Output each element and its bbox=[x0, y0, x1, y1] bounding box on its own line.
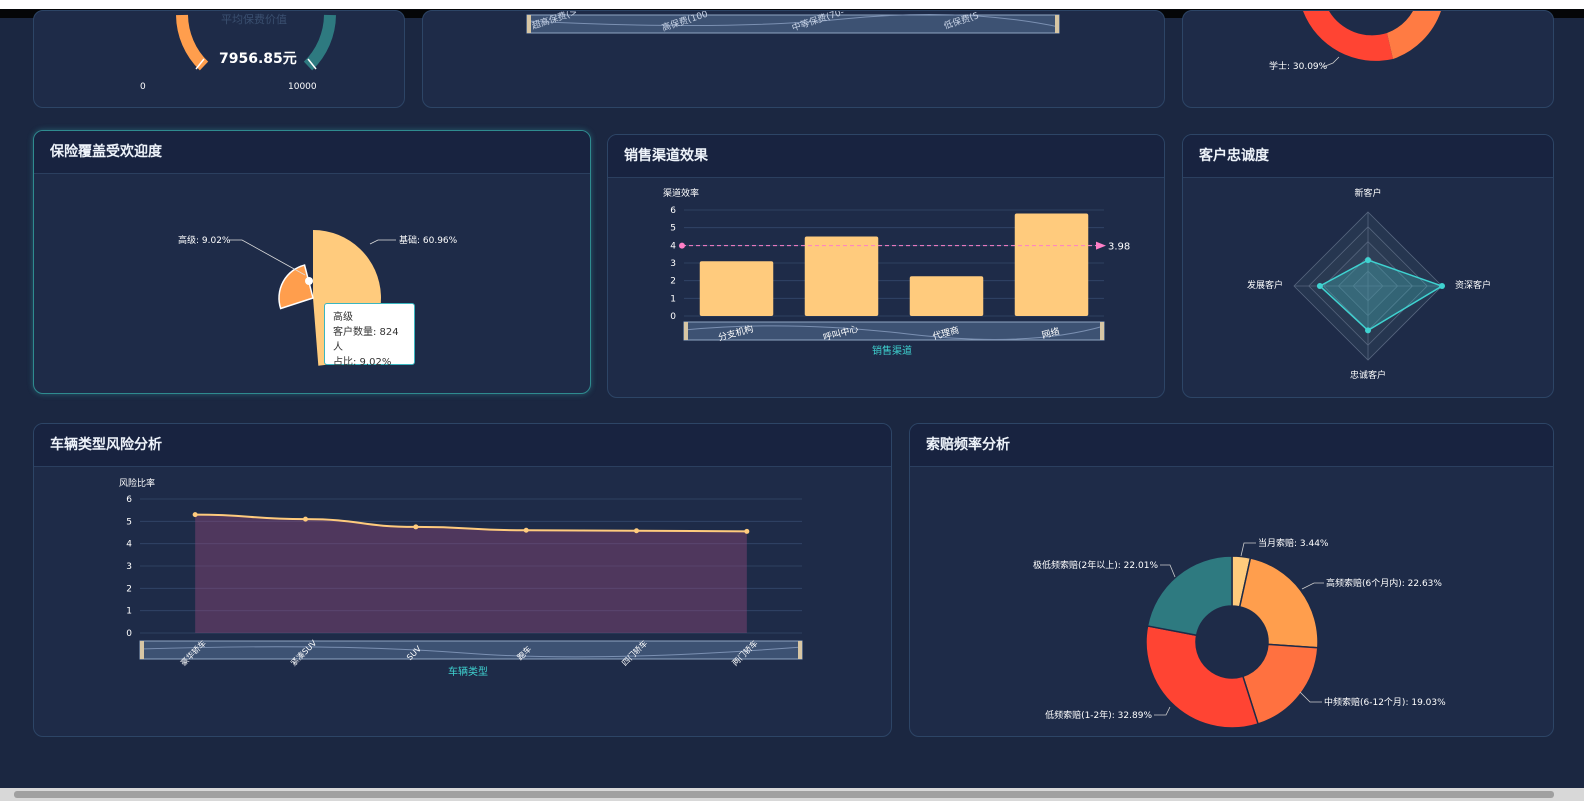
vehicle-point[interactable] bbox=[744, 528, 750, 534]
gauge-label: 平均保费价值 bbox=[221, 12, 287, 26]
browser-top-strip bbox=[0, 0, 1584, 9]
channel-average-label: 3.98 bbox=[1108, 242, 1130, 253]
channel-average-dot bbox=[679, 242, 685, 249]
gauge-chart: 平均保费价值 7956.85元 0 10000 bbox=[140, 12, 336, 92]
education-donut: 学士: 30.09% bbox=[1269, 11, 1441, 72]
vehicle-zoom-slider[interactable] bbox=[139, 640, 803, 660]
gauge-value: 7956.85元 bbox=[219, 51, 297, 67]
claims-label-1: 高频索赔(6个月内): 22.63% bbox=[1326, 577, 1442, 589]
coverage-pie-chart: 基础: 60.96% 高级: 9.02% bbox=[178, 230, 458, 366]
vehicle-ytick: 1 bbox=[126, 607, 132, 617]
channel-ytick: 5 bbox=[670, 224, 676, 234]
vehicle-ytick: 5 bbox=[126, 517, 132, 527]
claims-title: 索赔频率分析 bbox=[910, 424, 1553, 467]
loyalty-title: 客户忠诚度 bbox=[1183, 135, 1553, 178]
tooltip-count: 客户数量: 824人 bbox=[333, 327, 399, 353]
hand-cursor-icon bbox=[305, 277, 313, 285]
channel-ytick: 3 bbox=[670, 259, 676, 269]
channel-slider-handle-right[interactable] bbox=[1100, 322, 1104, 340]
channel-ytick: 1 bbox=[670, 294, 676, 304]
claims-slice[interactable] bbox=[1238, 557, 1319, 649]
vehicle-ytick: 3 bbox=[126, 562, 132, 572]
vehicle-ylabel: 风险比率 bbox=[119, 477, 155, 489]
loyalty-panel: 客户忠诚度 新客户 资深客户 忠诚客户 发展客户 bbox=[1182, 134, 1554, 398]
education-label: 学士: 30.09% bbox=[1269, 60, 1328, 72]
coverage-panel: 保险覆盖受欢迎度 基础: 60.96% 高级: 9.02% 高级 客户数量: 8… bbox=[33, 130, 591, 394]
channel-ylabel: 渠道效率 bbox=[663, 187, 699, 199]
education-panel: 学士: 30.09% bbox=[1182, 10, 1554, 108]
coverage-slice-premium[interactable] bbox=[278, 264, 314, 310]
radar-point[interactable] bbox=[1365, 257, 1371, 264]
coverage-label-basic: 基础: 60.96% bbox=[399, 234, 458, 246]
vehicle-point[interactable] bbox=[192, 512, 198, 518]
channel-ytick: 2 bbox=[670, 277, 676, 287]
channel-ytick: 0 bbox=[670, 312, 676, 322]
coverage-title: 保险覆盖受欢迎度 bbox=[34, 131, 590, 174]
tooltip-ratio: 占比: 9.02% bbox=[333, 357, 392, 368]
claims-panel: 索赔频率分析 当月索赔: 3.44% 高频索赔(6个月内): 22.63% 中频… bbox=[909, 423, 1554, 737]
vehicle-ytick: 0 bbox=[126, 629, 132, 639]
channel-average-arrow-icon bbox=[1096, 241, 1106, 250]
radar-indicator-new: 新客户 bbox=[1354, 187, 1381, 199]
coverage-label-premium: 高级: 9.02% bbox=[178, 234, 231, 246]
claims-label-0: 当月索赔: 3.44% bbox=[1258, 537, 1329, 549]
claims-label-4: 极低频索赔(2年以上): 22.01% bbox=[1033, 559, 1158, 571]
premium-panel: 超高保费(> 高保费(100 中等保费(70- 低保费(5 bbox=[422, 10, 1165, 108]
channel-bar[interactable] bbox=[699, 261, 774, 316]
channel-xlabel: 销售渠道 bbox=[872, 344, 912, 357]
vehicle-ytick: 4 bbox=[126, 540, 132, 550]
loyalty-radar-chart: 新客户 资深客户 忠诚客户 发展客户 bbox=[1247, 187, 1491, 381]
tooltip-name: 高级 bbox=[333, 312, 353, 323]
radar-indicator-senior: 资深客户 bbox=[1455, 279, 1491, 291]
claims-slice[interactable] bbox=[1241, 643, 1319, 725]
radar-point[interactable] bbox=[1365, 327, 1371, 334]
channel-ytick: 4 bbox=[670, 241, 676, 251]
channel-title: 销售渠道效果 bbox=[608, 135, 1164, 178]
channel-slider-handle-left[interactable] bbox=[684, 322, 688, 340]
vehicle-ytick: 6 bbox=[126, 495, 132, 505]
channel-bar[interactable] bbox=[804, 236, 879, 317]
claims-slice[interactable] bbox=[1145, 625, 1260, 729]
vehicle-point[interactable] bbox=[413, 524, 419, 530]
radar-indicator-loyal: 忠诚客户 bbox=[1350, 369, 1386, 381]
vehicle-point[interactable] bbox=[634, 528, 639, 534]
claims-donut-chart: 当月索赔: 3.44% 高频索赔(6个月内): 22.63% 中频索赔(6-12… bbox=[1033, 537, 1446, 729]
coverage-tooltip: 高级 客户数量: 824人 占比: 9.02% bbox=[324, 303, 415, 368]
premium-slider-handle-left[interactable] bbox=[527, 15, 531, 33]
vehicle-point[interactable] bbox=[303, 516, 308, 522]
vehicle-xlabel: 车辆类型 bbox=[448, 665, 488, 678]
premium-slider-handle-right[interactable] bbox=[1055, 15, 1059, 33]
claims-slice[interactable] bbox=[1146, 555, 1233, 637]
vehicle-area-fill bbox=[195, 514, 747, 633]
gauge-min: 0 bbox=[140, 82, 146, 92]
channel-bar[interactable] bbox=[909, 276, 984, 316]
vehicle-line bbox=[195, 513, 747, 533]
vehicle-slider-handle-right[interactable] bbox=[798, 641, 802, 659]
vehicle-title: 车辆类型风险分析 bbox=[34, 424, 891, 467]
radar-point[interactable] bbox=[1316, 283, 1323, 289]
radar-point[interactable] bbox=[1439, 283, 1445, 289]
vehicle-slider-handle-left[interactable] bbox=[140, 641, 144, 659]
claims-label-2: 中频索赔(6-12个月): 19.03% bbox=[1324, 696, 1446, 708]
horizontal-scrollbar[interactable] bbox=[0, 788, 1584, 801]
channel-bar[interactable] bbox=[1014, 213, 1089, 316]
radar-indicator-developing: 发展客户 bbox=[1247, 279, 1283, 291]
vehicle-ytick: 2 bbox=[126, 584, 132, 594]
vehicle-point[interactable] bbox=[523, 527, 529, 533]
gauge-panel: 平均保费价值 7956.85元 0 10000 bbox=[33, 10, 405, 108]
gauge-max: 10000 bbox=[288, 82, 317, 92]
horizontal-scrollbar-thumb[interactable] bbox=[14, 791, 1554, 798]
premium-slider-strip: 超高保费(> 高保费(100 中等保费(70- 低保费(5 bbox=[526, 11, 1060, 34]
channel-ytick: 6 bbox=[670, 206, 676, 216]
claims-label-3: 低频索赔(1-2年): 32.89% bbox=[1045, 709, 1152, 721]
